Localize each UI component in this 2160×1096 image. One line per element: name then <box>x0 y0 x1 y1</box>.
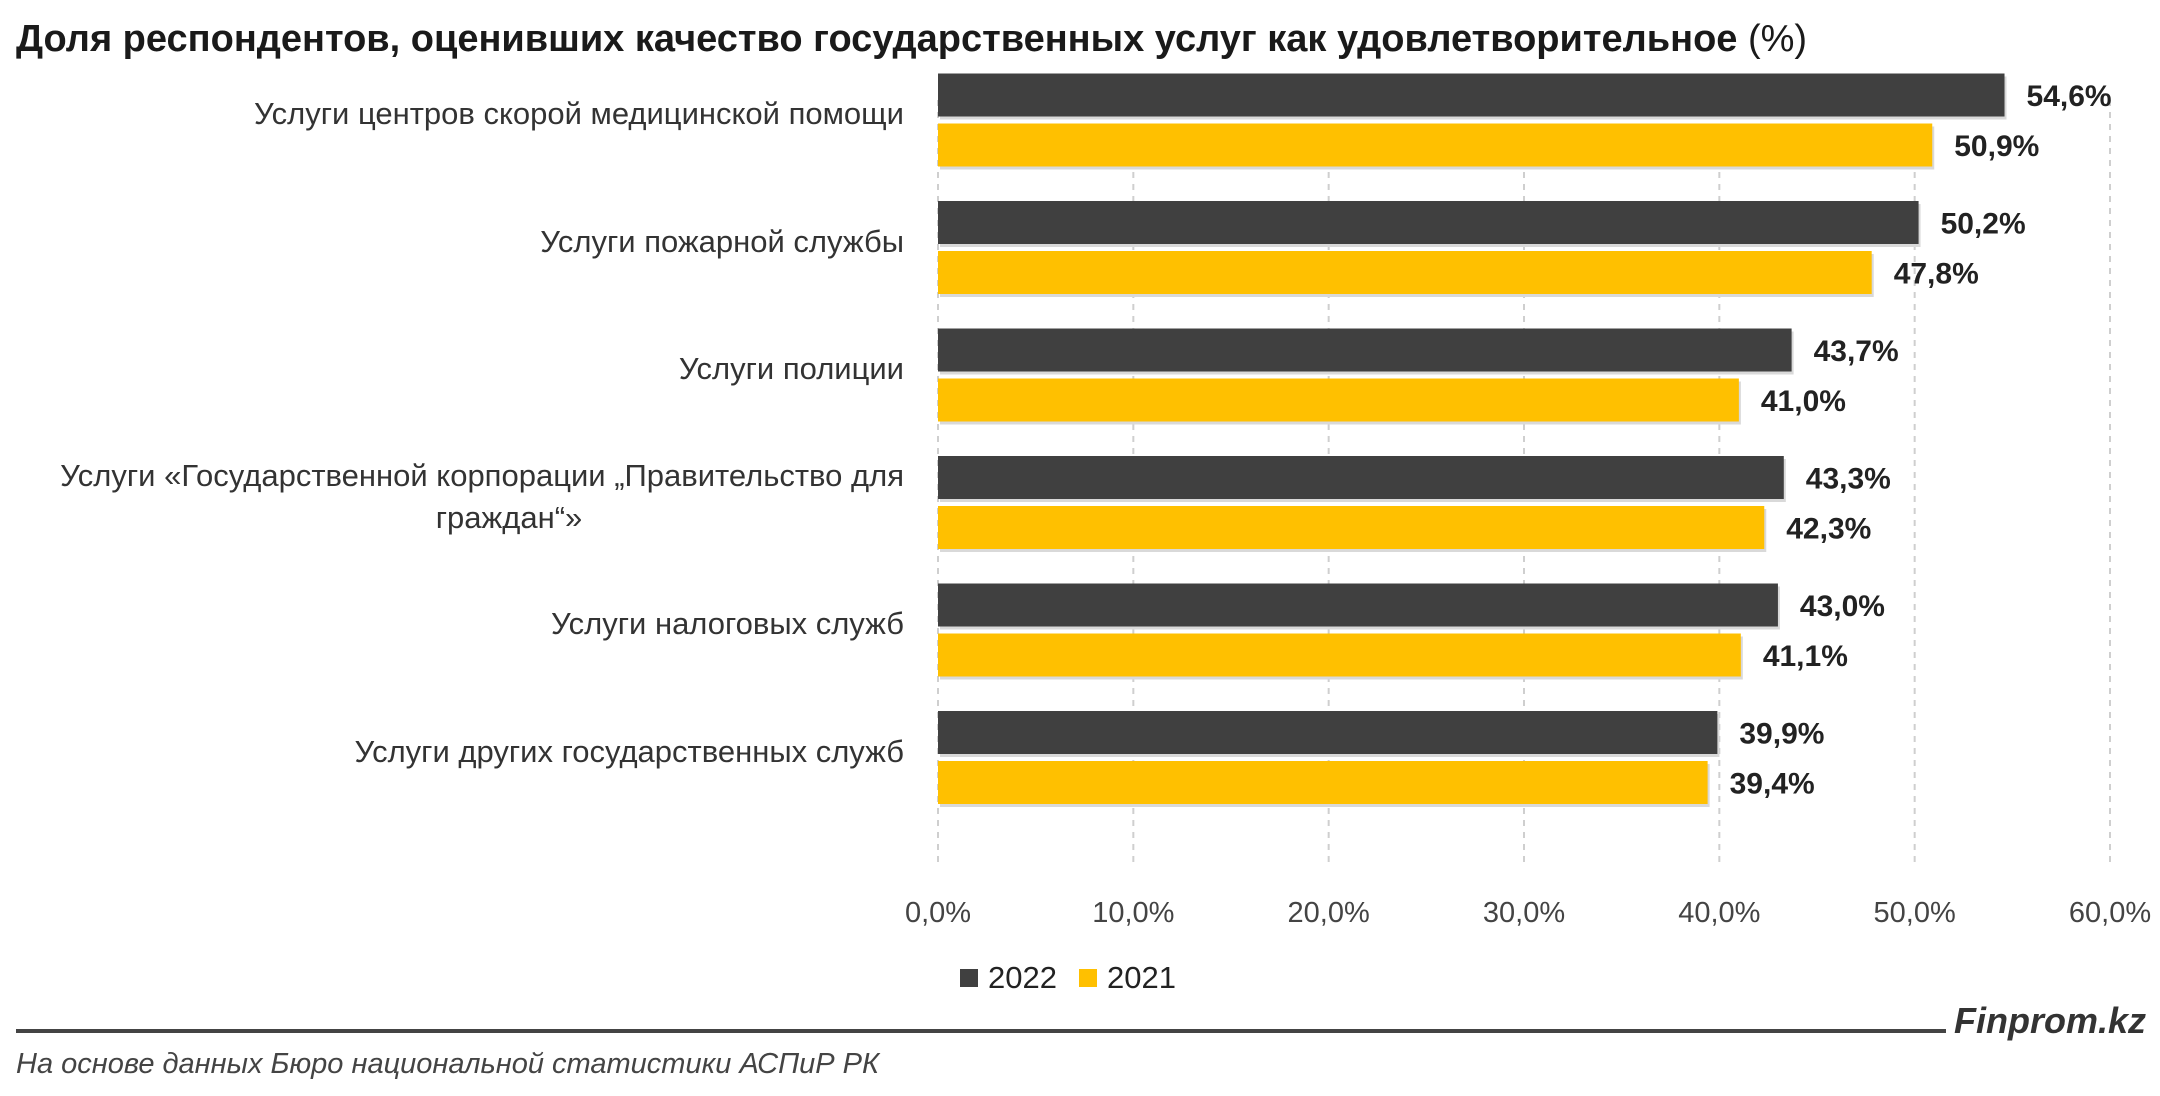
data-label-2022: 54,6% <box>2027 80 2112 113</box>
category-label-line: Услуги «Государственной корпорации „Прав… <box>60 457 904 493</box>
legend-item-2022: 2022 <box>960 960 1057 996</box>
data-label-2021: 41,0% <box>1761 385 1846 418</box>
bar-2022 <box>938 201 1919 244</box>
data-label-2021: 41,1% <box>1763 640 1848 673</box>
chart-title-text: Доля респондентов, оценивших качество го… <box>16 18 1738 60</box>
data-label-2022: 43,7% <box>1814 335 1899 368</box>
chart-title-unit: (%) <box>1747 18 1808 60</box>
data-label-2022: 43,3% <box>1806 463 1891 496</box>
bar-2021 <box>938 251 1872 294</box>
bar-2021 <box>938 378 1739 422</box>
bar-2022 <box>938 456 1784 499</box>
data-label-2022: 50,2% <box>1941 208 2026 241</box>
brand-logo-text[interactable]: Finprom.kz <box>1953 1000 2146 1041</box>
bar-2022 <box>938 328 1792 372</box>
category-label: Услуги налоговых служб <box>14 603 904 645</box>
legend-swatch-2021 <box>1078 969 1097 987</box>
category-label: Услуги «Государственной корпорации „Прав… <box>14 455 904 539</box>
category-label-line: Услуги полиции <box>678 351 904 386</box>
legend-item-2021: 2021 <box>1078 960 1176 996</box>
category-label: Услуги других государственных служб <box>14 731 904 773</box>
category-label-line: граждан“» <box>435 499 583 535</box>
data-label-2021: 47,8% <box>1894 258 1979 291</box>
category-label-line: Услуги налоговых служб <box>551 606 904 641</box>
data-label-2021: 39,4% <box>1730 768 1815 801</box>
category-label: Услуги полиции <box>14 348 904 390</box>
x-tick-label: 40,0% <box>1678 897 1760 929</box>
x-tick-label: 50,0% <box>1874 897 1956 929</box>
category-label: Услуги центров скорой медицинской помощи <box>14 93 904 135</box>
bar-2021 <box>938 761 1708 804</box>
x-tick-label: 20,0% <box>1288 897 1370 929</box>
legend-swatch-2022 <box>960 969 978 987</box>
chart-legend: 2022 2021 <box>960 960 1176 996</box>
category-label-line: Услуги центров скорой медицинской помощи <box>254 96 904 131</box>
x-tick-label: 60,0% <box>2069 897 2151 929</box>
data-label-2021: 50,9% <box>1954 130 2039 163</box>
data-label-2022: 43,0% <box>1800 590 1885 623</box>
bar-2022 <box>938 583 1778 627</box>
bar-chart: 0,0% 10,0% 20,0% 30,0% 40,0% 50,0% 60,0% 54,6% 5… <box>905 73 2151 929</box>
category-label-line: Услуги пожарной службы <box>540 223 904 259</box>
source-note: На основе данных Бюро национальной стати… <box>16 1048 880 1080</box>
bar-2021 <box>938 123 1933 167</box>
x-tick-label: 30,0% <box>1483 897 1565 929</box>
data-label-2021: 42,3% <box>1786 513 1871 546</box>
bar-2022 <box>938 711 1718 754</box>
data-label-2022: 39,9% <box>1739 718 1824 751</box>
x-tick-label: 10,0% <box>1092 897 1174 929</box>
bar-2021 <box>938 633 1741 677</box>
legend-label-2021: 2021 <box>1106 960 1176 995</box>
bar-2021 <box>938 506 1765 549</box>
category-label: Услуги пожарной службы <box>14 221 904 263</box>
chart-title: Доля респондентов, оценивших качество го… <box>16 18 1807 61</box>
bar-2022 <box>938 73 2005 117</box>
footer-divider <box>16 1029 1946 1033</box>
x-tick-label: 0,0% <box>905 897 971 929</box>
category-label-line: Услуги других государственных служб <box>354 733 904 769</box>
legend-label-2022: 2022 <box>988 960 1057 995</box>
